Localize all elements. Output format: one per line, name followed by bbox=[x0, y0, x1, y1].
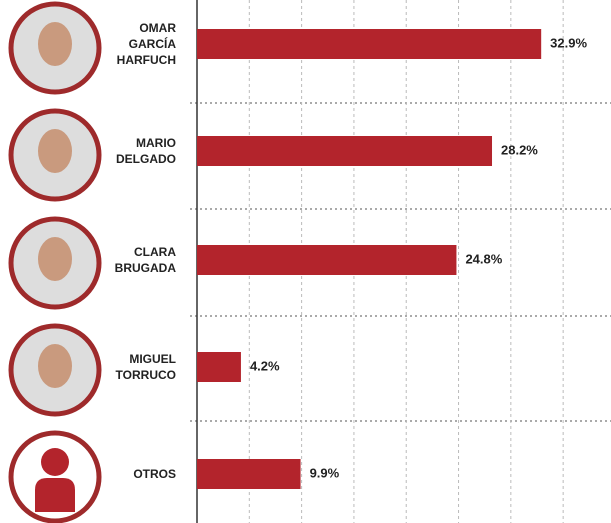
face bbox=[38, 237, 72, 281]
icon-body bbox=[35, 478, 75, 512]
category-label: OTROS bbox=[133, 467, 176, 481]
value-label: 28.2% bbox=[501, 142, 538, 157]
bar bbox=[197, 136, 493, 166]
face bbox=[38, 344, 72, 388]
row-separators bbox=[190, 102, 611, 422]
value-label: 4.2% bbox=[250, 358, 280, 373]
value-label: 32.9% bbox=[550, 35, 587, 50]
bar bbox=[197, 459, 301, 489]
category-label: OMAR GARCÍA HARFUCH bbox=[116, 21, 176, 67]
icon-head bbox=[41, 448, 69, 476]
face bbox=[38, 129, 72, 173]
bar bbox=[197, 29, 542, 59]
value-label: 9.9% bbox=[310, 465, 340, 480]
value-label: 24.8% bbox=[465, 251, 502, 266]
category-label: MARIO DELGADO bbox=[116, 136, 176, 166]
avatars bbox=[8, 1, 102, 523]
bar bbox=[197, 245, 457, 275]
category-label: MIGUEL TORRUCO bbox=[115, 352, 176, 382]
bar bbox=[197, 352, 241, 382]
category-label: CLARA BRUGADA bbox=[114, 245, 176, 275]
avatar bbox=[8, 430, 102, 523]
faces bbox=[35, 22, 75, 512]
face bbox=[38, 22, 72, 66]
